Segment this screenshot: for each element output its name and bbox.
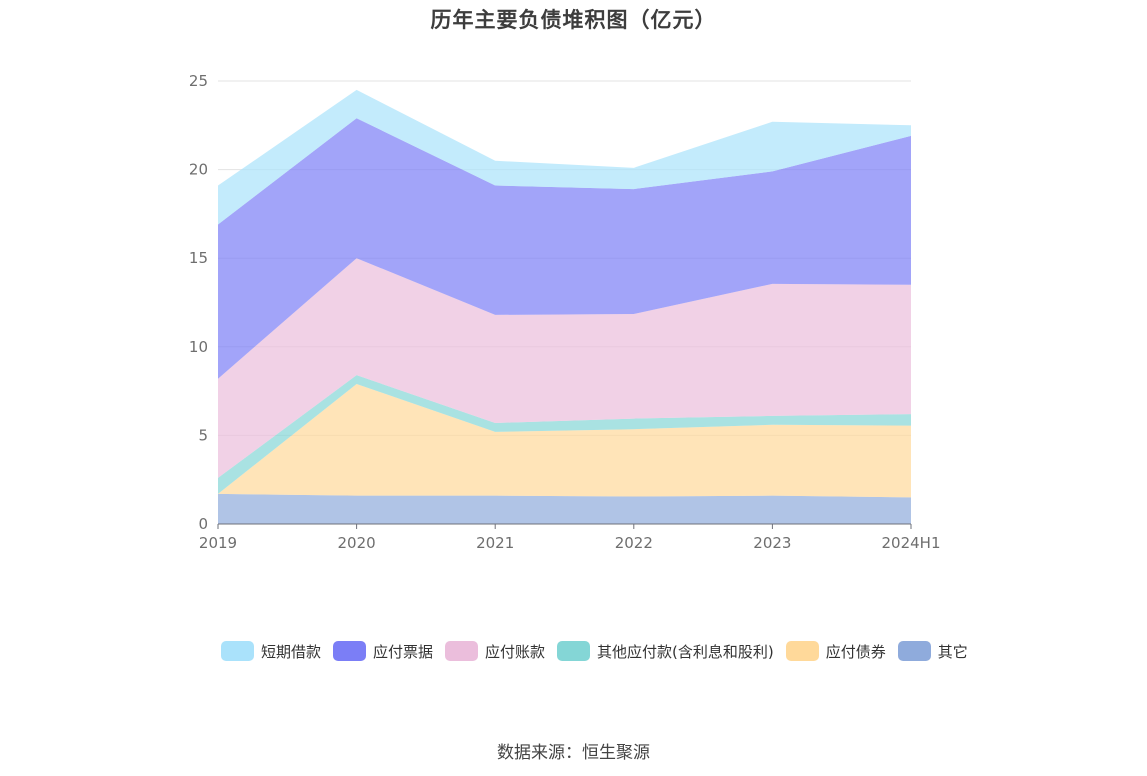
legend-swatch <box>897 641 931 661</box>
area-series-1 <box>218 384 911 498</box>
legend-label: 应付账款 <box>485 642 546 661</box>
chart-title: 历年主要负债堆积图（亿元） <box>430 8 717 32</box>
area-series-3 <box>218 258 911 478</box>
area-series-0 <box>218 493 911 524</box>
legend-label: 短期借款 <box>261 642 322 661</box>
area-series-4 <box>218 118 911 379</box>
legend-label: 应付票据 <box>373 642 434 661</box>
legend-item[interactable]: 应付债券 <box>785 640 886 662</box>
area-series-5 <box>218 89 911 225</box>
x-tick-label: 2022 <box>615 534 653 552</box>
legend-label: 应付债券 <box>825 642 886 661</box>
y-tick-label: 0 <box>198 515 208 533</box>
legend-swatch <box>785 641 819 661</box>
x-tick-label: 2020 <box>338 534 376 552</box>
x-tick-label: 2024H1 <box>882 534 941 552</box>
stacked-area-chart: 0 5 10 15 20 25 2019 2020 2021 2022 2023 2024H1 <box>189 72 941 552</box>
y-tick-label: 25 <box>189 72 208 90</box>
legend-item[interactable]: 应付票据 <box>333 640 433 662</box>
legend-swatch <box>445 641 479 661</box>
legend-swatch <box>557 641 591 661</box>
y-tick-label: 5 <box>198 426 208 444</box>
x-tick-label: 2023 <box>753 534 791 552</box>
legend-swatch <box>333 641 367 661</box>
source-note: 数据来源：恒生聚源 <box>497 743 650 763</box>
legend-item[interactable]: 短期借款 <box>221 640 321 662</box>
x-tick-label: 2019 <box>199 534 237 552</box>
axis-layer: 0 5 10 15 20 25 2019 2020 2021 2022 2023 2024H1 <box>189 72 941 552</box>
x-tick-label: 2021 <box>476 534 514 552</box>
y-tick-label: 20 <box>189 161 208 179</box>
y-tick-label: 15 <box>189 249 208 267</box>
area-layer <box>218 89 911 524</box>
legend-swatch <box>221 641 254 661</box>
legend-item[interactable]: 其它 <box>897 640 968 662</box>
legend-label: 其它 <box>937 642 968 661</box>
y-tick-label: 10 <box>189 338 208 356</box>
legend-item[interactable]: 应付账款 <box>445 640 545 662</box>
legend: 短期借款 应付票据 应付账款 其他应付款(含利息和股利) 应付债券 其它 <box>221 640 981 673</box>
legend-item[interactable]: 其他应付款(含利息和股利) <box>557 640 774 662</box>
legend-label: 其他应付款(含利息和股利) <box>597 642 774 661</box>
